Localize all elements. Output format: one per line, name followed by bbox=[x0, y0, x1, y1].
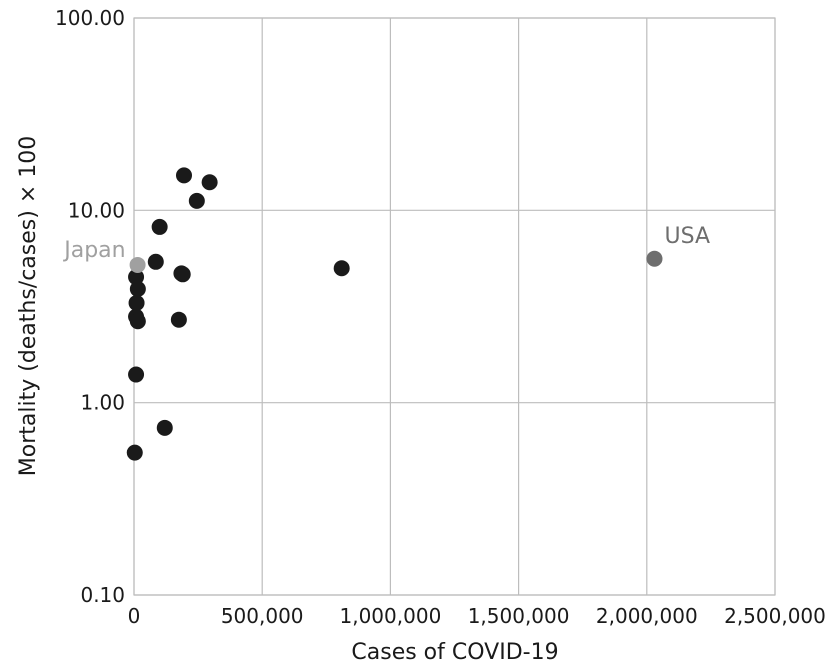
data-point bbox=[128, 294, 145, 311]
tick-label-layer: 0 500,000 1,000,000 1,500,000 2,000,000 2,500… bbox=[55, 6, 826, 628]
data-point-layer bbox=[126, 167, 663, 461]
y-axis-title: Mortality (deaths/cases) × 100 bbox=[16, 136, 41, 477]
x-tick-label: 0 bbox=[128, 604, 141, 628]
data-point bbox=[129, 313, 146, 330]
annotation-usa: USA bbox=[664, 224, 710, 249]
data-point bbox=[174, 266, 191, 283]
y-tick-label: 100.00 bbox=[55, 6, 125, 30]
y-tick-label: 0.10 bbox=[80, 583, 125, 607]
y-tick-label: 10.00 bbox=[68, 198, 125, 222]
annotation-layer: Japan USA bbox=[62, 224, 710, 263]
data-point bbox=[156, 419, 173, 436]
data-point bbox=[128, 269, 145, 286]
x-tick-label: 1,000,000 bbox=[340, 604, 442, 628]
annotation-japan: Japan bbox=[62, 238, 125, 263]
x-tick-label: 2,500,000 bbox=[724, 604, 826, 628]
x-axis-title: Cases of COVID-19 bbox=[351, 640, 558, 665]
data-point bbox=[129, 280, 146, 297]
data-point-usa bbox=[646, 250, 663, 267]
x-tick-label: 1,500,000 bbox=[468, 604, 570, 628]
data-point bbox=[170, 311, 187, 328]
x-tick-label: 500,000 bbox=[221, 604, 304, 628]
data-point bbox=[175, 167, 192, 184]
y-tick-label: 1.00 bbox=[80, 391, 125, 415]
data-point bbox=[147, 253, 164, 270]
data-point bbox=[201, 174, 218, 191]
x-tick-label: 2,000,000 bbox=[596, 604, 698, 628]
data-point bbox=[128, 366, 145, 383]
data-point-japan bbox=[129, 256, 146, 273]
data-point bbox=[188, 192, 205, 209]
data-point bbox=[126, 444, 143, 461]
plot-frame bbox=[133, 17, 776, 596]
grid-layer bbox=[133, 17, 776, 596]
data-point bbox=[333, 260, 350, 277]
data-point bbox=[151, 218, 168, 235]
